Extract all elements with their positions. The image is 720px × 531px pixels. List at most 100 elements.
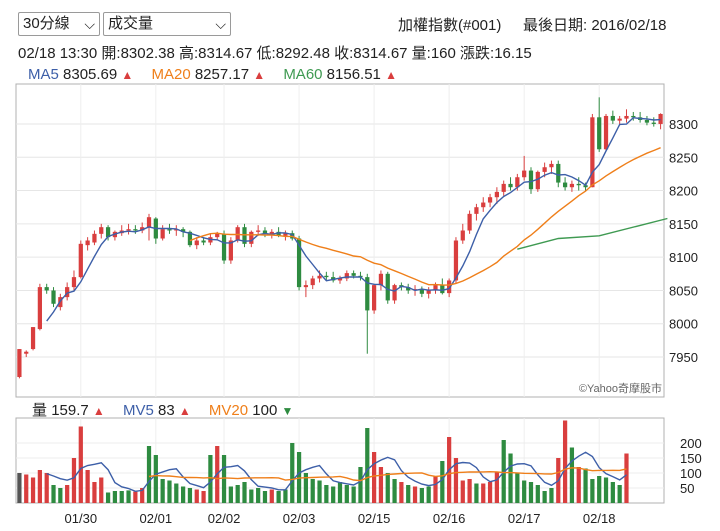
volume-bar bbox=[133, 491, 138, 503]
mv20-label: MV20 bbox=[208, 402, 249, 419]
index-name: 加權指數(#001) bbox=[398, 17, 502, 34]
volume-bar bbox=[412, 486, 418, 503]
candle-body bbox=[276, 231, 281, 236]
volume-bar bbox=[283, 489, 288, 503]
candle-body bbox=[160, 229, 165, 239]
candle-body bbox=[187, 231, 193, 246]
mv20-legend: MV20 100 ▼ bbox=[209, 402, 293, 419]
indicator-select[interactable]: 成交量 ⌵ bbox=[103, 12, 231, 36]
candle-body bbox=[378, 273, 384, 286]
volume-bar bbox=[453, 458, 459, 503]
quote-close: 收:8314.67 bbox=[334, 45, 408, 62]
candle-body bbox=[542, 167, 547, 172]
ma60-legend: MA60 8156.51 ▲ bbox=[283, 66, 397, 83]
up-arrow-icon: ▲ bbox=[178, 404, 191, 418]
candle-body bbox=[324, 275, 329, 278]
volume-bar bbox=[51, 485, 56, 503]
volume-bar bbox=[528, 482, 534, 503]
candle-body bbox=[508, 183, 513, 188]
ma20-label: MA20 bbox=[151, 66, 191, 83]
candle-body bbox=[92, 233, 97, 243]
volume-bar bbox=[249, 489, 254, 503]
candle-body bbox=[487, 197, 493, 203]
candle-body bbox=[385, 273, 390, 301]
candle-body bbox=[494, 191, 499, 198]
chevron-down-icon: ⌵ bbox=[215, 16, 226, 32]
volume-bar bbox=[399, 482, 404, 503]
candle-body bbox=[17, 349, 22, 378]
volume-bar bbox=[508, 453, 513, 503]
volume-bar bbox=[242, 482, 247, 503]
time-tick-label: 02/02 bbox=[208, 511, 241, 526]
candle-body bbox=[603, 115, 609, 150]
mv20-value: 100 bbox=[252, 402, 278, 419]
indicator-select-value: 成交量 bbox=[108, 15, 154, 32]
candle-body bbox=[71, 277, 77, 288]
candle-body bbox=[467, 213, 472, 231]
volume-legend-item: 量 159.7 ▲ bbox=[32, 402, 109, 419]
candle-body bbox=[583, 185, 588, 188]
volume-bar bbox=[474, 483, 479, 503]
quote-high: 高:8314.67 bbox=[178, 45, 253, 62]
volume-bar bbox=[187, 488, 193, 503]
volume-bar bbox=[99, 477, 104, 503]
volume-bar bbox=[331, 486, 336, 503]
volume-tick-label: 50 bbox=[680, 481, 694, 496]
candle-body bbox=[85, 240, 90, 246]
time-tick-label: 02/17 bbox=[508, 511, 541, 526]
time-tick-label: 02/18 bbox=[583, 511, 616, 526]
time-tick-label: 01/30 bbox=[65, 511, 98, 526]
volume-bar bbox=[71, 458, 77, 503]
volume-bar bbox=[181, 486, 186, 503]
volume-bar bbox=[167, 480, 172, 503]
volume-bar bbox=[160, 479, 165, 503]
candle-body bbox=[140, 227, 145, 231]
ma5-line bbox=[46, 116, 661, 322]
candle-body bbox=[522, 170, 527, 178]
price-tick-label: 8200 bbox=[669, 184, 698, 199]
volume-bar bbox=[467, 479, 472, 503]
volume-bar bbox=[419, 488, 424, 503]
volume-bar bbox=[426, 486, 431, 503]
volume-bar bbox=[324, 485, 329, 503]
volume-bar bbox=[221, 455, 227, 503]
down-arrow-icon: ▼ bbox=[281, 404, 294, 418]
ma60-line bbox=[517, 217, 668, 250]
last-date: 最後日期: 2016/02/18 bbox=[523, 17, 667, 34]
candle-body bbox=[317, 275, 322, 279]
volume-bar bbox=[569, 447, 575, 503]
volume-bar bbox=[624, 453, 629, 503]
candle-body bbox=[562, 182, 568, 188]
candle-body bbox=[481, 202, 486, 208]
volume-bar bbox=[174, 483, 179, 503]
candle-body bbox=[242, 227, 247, 244]
volume-bar bbox=[85, 470, 90, 503]
price-tick-label: 8150 bbox=[669, 217, 698, 232]
volume-bar bbox=[208, 455, 213, 503]
volume-bar bbox=[276, 491, 281, 503]
candle-body bbox=[310, 278, 315, 286]
candle-body bbox=[262, 230, 268, 234]
candle-body bbox=[105, 227, 111, 238]
volume-tick-label: 200 bbox=[680, 436, 702, 451]
price-tick-label: 8250 bbox=[669, 150, 698, 165]
mv5-legend: MV5 83 ▲ bbox=[123, 402, 195, 419]
volume-bar bbox=[385, 473, 390, 503]
price-tick-label: 8300 bbox=[669, 117, 698, 132]
candle-body bbox=[78, 243, 83, 278]
volume-bar bbox=[542, 491, 547, 503]
volume-bar bbox=[105, 492, 111, 503]
ma20-legend: MA20 8257.17 ▲ bbox=[151, 66, 269, 83]
time-tick-label: 02/01 bbox=[140, 511, 173, 526]
up-arrow-icon: ▲ bbox=[253, 68, 266, 82]
candle-body bbox=[201, 240, 206, 243]
candle-body bbox=[146, 217, 152, 228]
volume-bar bbox=[119, 491, 124, 503]
candle-body bbox=[658, 113, 663, 124]
candle-body bbox=[337, 278, 343, 281]
interval-select[interactable]: 30分線 ⌵ bbox=[18, 12, 100, 36]
ma20-line bbox=[189, 147, 661, 286]
candle-body bbox=[440, 285, 445, 294]
volume-bar bbox=[256, 488, 261, 503]
